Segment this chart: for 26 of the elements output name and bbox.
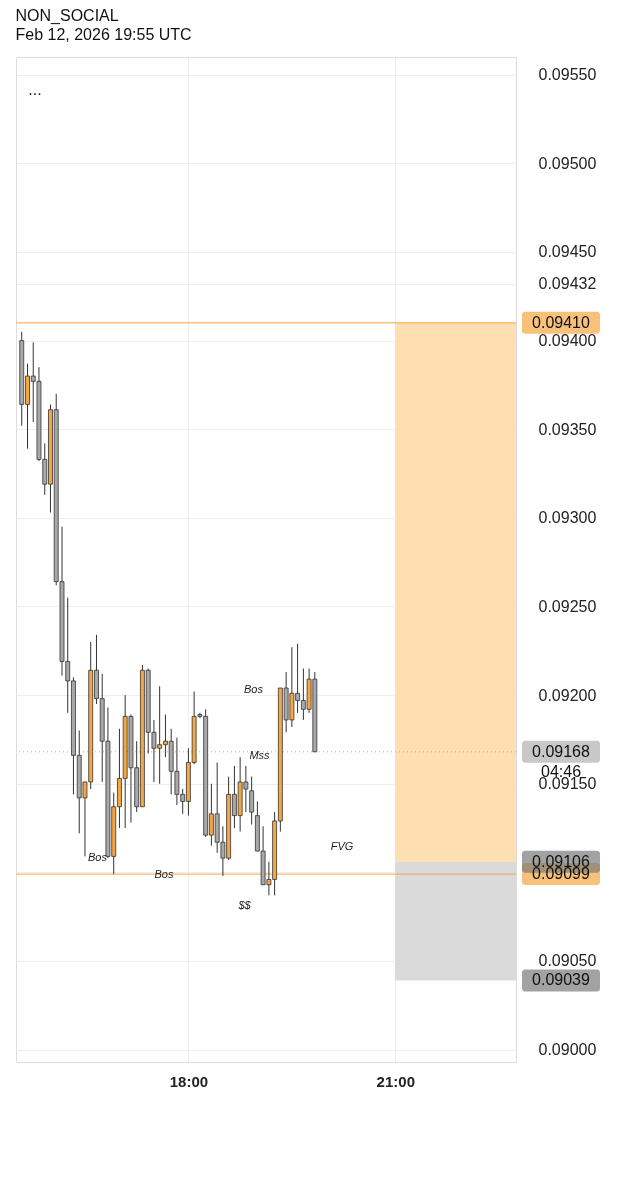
y-tick-label: 0.09050 xyxy=(538,952,597,970)
annotation: $$ xyxy=(237,899,252,912)
annotation: ... xyxy=(28,81,42,99)
y-tick-label: 0.09000 xyxy=(538,1041,597,1059)
chart-title: NON_SOCIAL xyxy=(15,7,119,25)
ref-line-label: 0.09099 xyxy=(532,865,591,883)
y-tick-label: 0.09200 xyxy=(538,686,597,704)
ref-line-label: 0.09410 xyxy=(532,313,591,331)
annotation: FVG xyxy=(330,839,354,852)
annotation: Mss xyxy=(249,749,271,762)
y-tick-label: 0.09300 xyxy=(538,509,597,527)
annotation: Bos xyxy=(88,850,108,863)
x-tick-label: 18:00 xyxy=(169,1072,209,1090)
y-tick-label: 0.09500 xyxy=(538,154,597,172)
annotation: Bos xyxy=(244,683,264,696)
band-label: 0.09039 xyxy=(532,971,591,989)
annotation: Bos xyxy=(154,868,174,881)
chart-subtitle: Feb 12, 2026 19:55 UTC xyxy=(15,26,192,43)
y-tick-label: 0.09400 xyxy=(538,332,597,350)
y-tick-label: 0.09250 xyxy=(538,597,597,615)
candlestick xyxy=(249,776,255,825)
x-tick-label: 21:00 xyxy=(376,1072,415,1090)
y-tick-label: 0.09450 xyxy=(538,243,597,261)
y-tick-label: 0.09350 xyxy=(538,420,597,438)
y-tick-label: 0.09550 xyxy=(538,66,597,84)
y-tick-label: 0.09432 xyxy=(538,275,597,293)
